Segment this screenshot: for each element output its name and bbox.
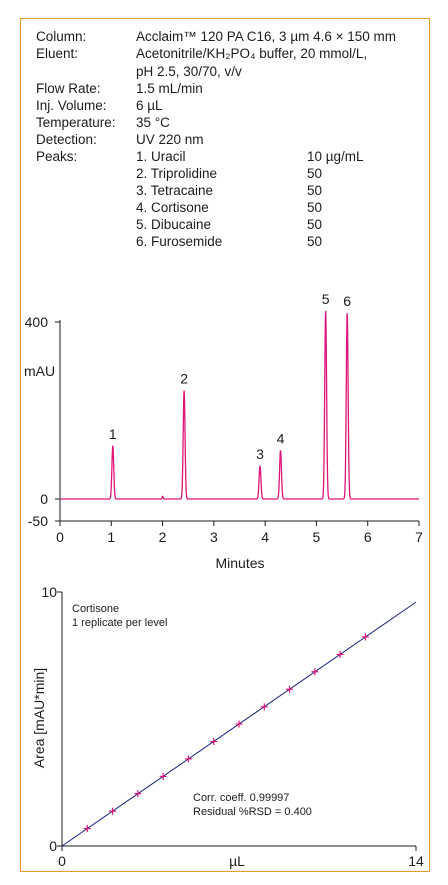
- peaks-label: Peaks:: [36, 149, 78, 164]
- chrom-ylabel: mAU: [24, 363, 55, 379]
- cal-rsd-text: Residual %RSD = 0.400: [193, 806, 312, 818]
- peak-name: 1. Uracil: [136, 149, 186, 164]
- cal-xlabel: µL: [229, 853, 245, 869]
- chrom-y-tick-label: 0: [40, 491, 48, 507]
- chrom-x-tick-label: 5: [313, 529, 321, 545]
- cal-data-point: [311, 668, 319, 676]
- column-value: Acclaim™ 120 PA C16, 3 µm 4.6 × 150 mm: [136, 29, 397, 44]
- chrom-peak-label: 4: [277, 430, 285, 446]
- cal-data-point: [336, 650, 344, 658]
- det-label: Detection:: [36, 132, 97, 147]
- chrom-x-tick-label: 1: [107, 529, 115, 545]
- cal-data-point: [109, 807, 117, 815]
- chrom-x-tick-label: 2: [159, 529, 167, 545]
- chrom-x-tick-label: 4: [261, 529, 269, 545]
- cal-annotation-subtitle: 1 replicate per level: [72, 617, 167, 629]
- cal-data-point: [260, 703, 268, 711]
- peak-name: 5. Dibucaine: [136, 217, 212, 232]
- cal-data-point: [361, 633, 369, 641]
- cal-data-point: [210, 738, 218, 746]
- peak-name: 6. Furosemide: [136, 234, 223, 249]
- peak-name: 2. Triprolidine: [136, 166, 218, 181]
- cal-data-point: [134, 790, 142, 798]
- eluent-value-line2: pH 2.5, 30/70, v/v: [136, 64, 242, 79]
- cal-data-point: [159, 772, 167, 780]
- chrom-x-tick-label: 0: [56, 529, 64, 545]
- peak-conc: 50: [307, 166, 323, 181]
- cal-ylabel: Area [mAU*min]: [31, 668, 47, 768]
- peak-conc: 50: [307, 183, 323, 198]
- det-value: UV 220 nm: [136, 132, 204, 147]
- temp-label: Temperature:: [36, 115, 116, 130]
- cal-y-tick-label: 0: [49, 838, 57, 854]
- calibration-plot: Cortisone 1 replicate per level Corr. co…: [31, 584, 424, 869]
- chrom-x-tick-label: 3: [210, 529, 218, 545]
- chrom-peak-label: 6: [343, 293, 351, 309]
- figure-frame: [20, 18, 430, 872]
- inj-value: 6 µL: [136, 98, 163, 113]
- cal-x-tick-label: 0: [58, 853, 66, 869]
- flow-label: Flow Rate:: [36, 81, 101, 96]
- peak-conc: 50: [307, 234, 323, 249]
- cal-y-tick-label: 10: [41, 584, 57, 600]
- cal-data-point: [184, 755, 192, 763]
- chrom-peak-label: 3: [256, 446, 264, 462]
- temp-value: 35 °C: [136, 115, 170, 130]
- chrom-peak-label: 5: [322, 291, 330, 307]
- peak-name: 4. Cortisone: [136, 200, 209, 215]
- eluent-label: Eluent:: [36, 46, 79, 61]
- chrom-x-tick-label: 7: [415, 529, 423, 545]
- cal-data-point: [286, 685, 294, 693]
- chrom-xlabel: Minutes: [215, 555, 264, 571]
- peak-conc: 10 µg/mL: [307, 149, 364, 164]
- eluent-value-line1: Acetonitrile/KH₂PO₄ buffer, 20 mmol/L,: [136, 46, 368, 61]
- peak-name: 3. Tetracaine: [136, 183, 214, 198]
- peak-conc: 50: [307, 217, 323, 232]
- peak-conc: 50: [307, 200, 323, 215]
- chrom-y-tick-label: 400: [25, 314, 49, 330]
- chrom-x-tick-label: 6: [364, 529, 372, 545]
- chrom-peak-label: 2: [180, 371, 188, 387]
- chrom-y-tick-label: -50: [28, 513, 48, 529]
- inj-label: Inj. Volume:: [36, 98, 107, 113]
- cal-annotation-title: Cortisone: [72, 603, 119, 615]
- cal-corr-text: Corr. coeff. 0.99997: [193, 792, 289, 804]
- chrom-peak-label: 1: [109, 426, 117, 442]
- cal-x-tick-label: 14: [408, 853, 424, 869]
- cal-data-point: [235, 720, 243, 728]
- chrom-trace: [60, 310, 419, 500]
- cal-data-point: [83, 824, 91, 832]
- column-label: Column:: [36, 29, 87, 44]
- flow-value: 1.5 mL/min: [136, 81, 203, 96]
